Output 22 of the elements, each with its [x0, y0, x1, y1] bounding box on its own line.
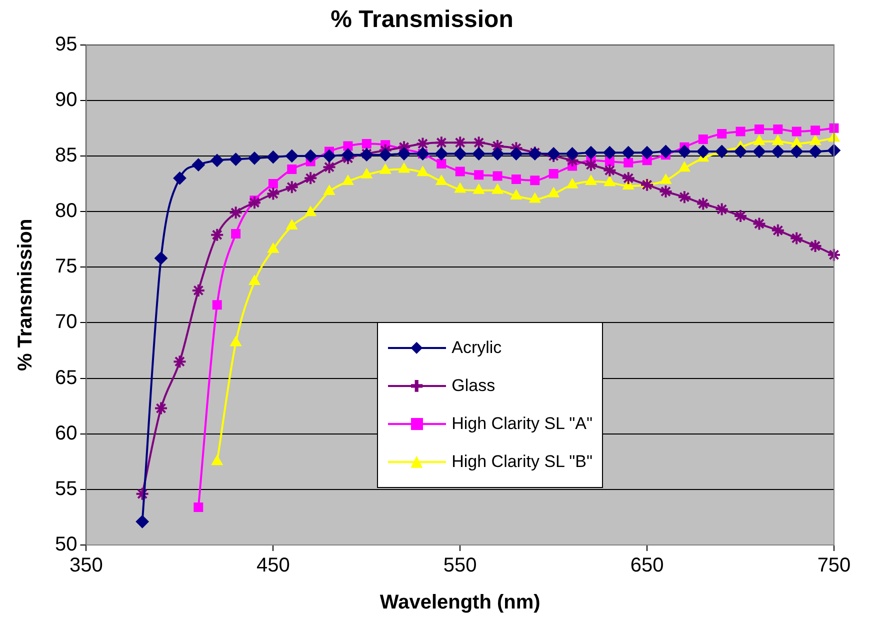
chart-title: % Transmission: [330, 6, 514, 34]
x-tick-label: 550: [443, 554, 477, 577]
y-axis-title: % Transmission: [14, 218, 37, 372]
x-axis-title: Wavelength (nm): [380, 592, 540, 614]
legend-label: High Clarity SL "B": [452, 452, 592, 472]
legend-label: Acrylic: [452, 338, 502, 358]
x-tick-label: 350: [70, 554, 103, 577]
x-tick-label: 450: [256, 554, 290, 577]
y-tick-label: 50: [54, 534, 78, 556]
y-tick-label: 65: [54, 366, 78, 389]
legend-label: Glass: [452, 376, 496, 396]
y-tick-label: 95: [54, 33, 78, 56]
x-tick-label: 750: [817, 554, 851, 577]
x-tick-label: 650: [630, 554, 664, 577]
y-tick-label: 70: [54, 311, 78, 334]
y-tick-label: 60: [54, 422, 78, 444]
y-tick-label: 75: [54, 256, 78, 278]
legend-label: High Clarity SL "A": [452, 414, 592, 434]
y-tick-label: 85: [54, 144, 78, 166]
y-tick-label: 80: [54, 200, 78, 222]
y-tick-label: 90: [54, 88, 78, 111]
y-tick-label: 55: [54, 478, 78, 500]
